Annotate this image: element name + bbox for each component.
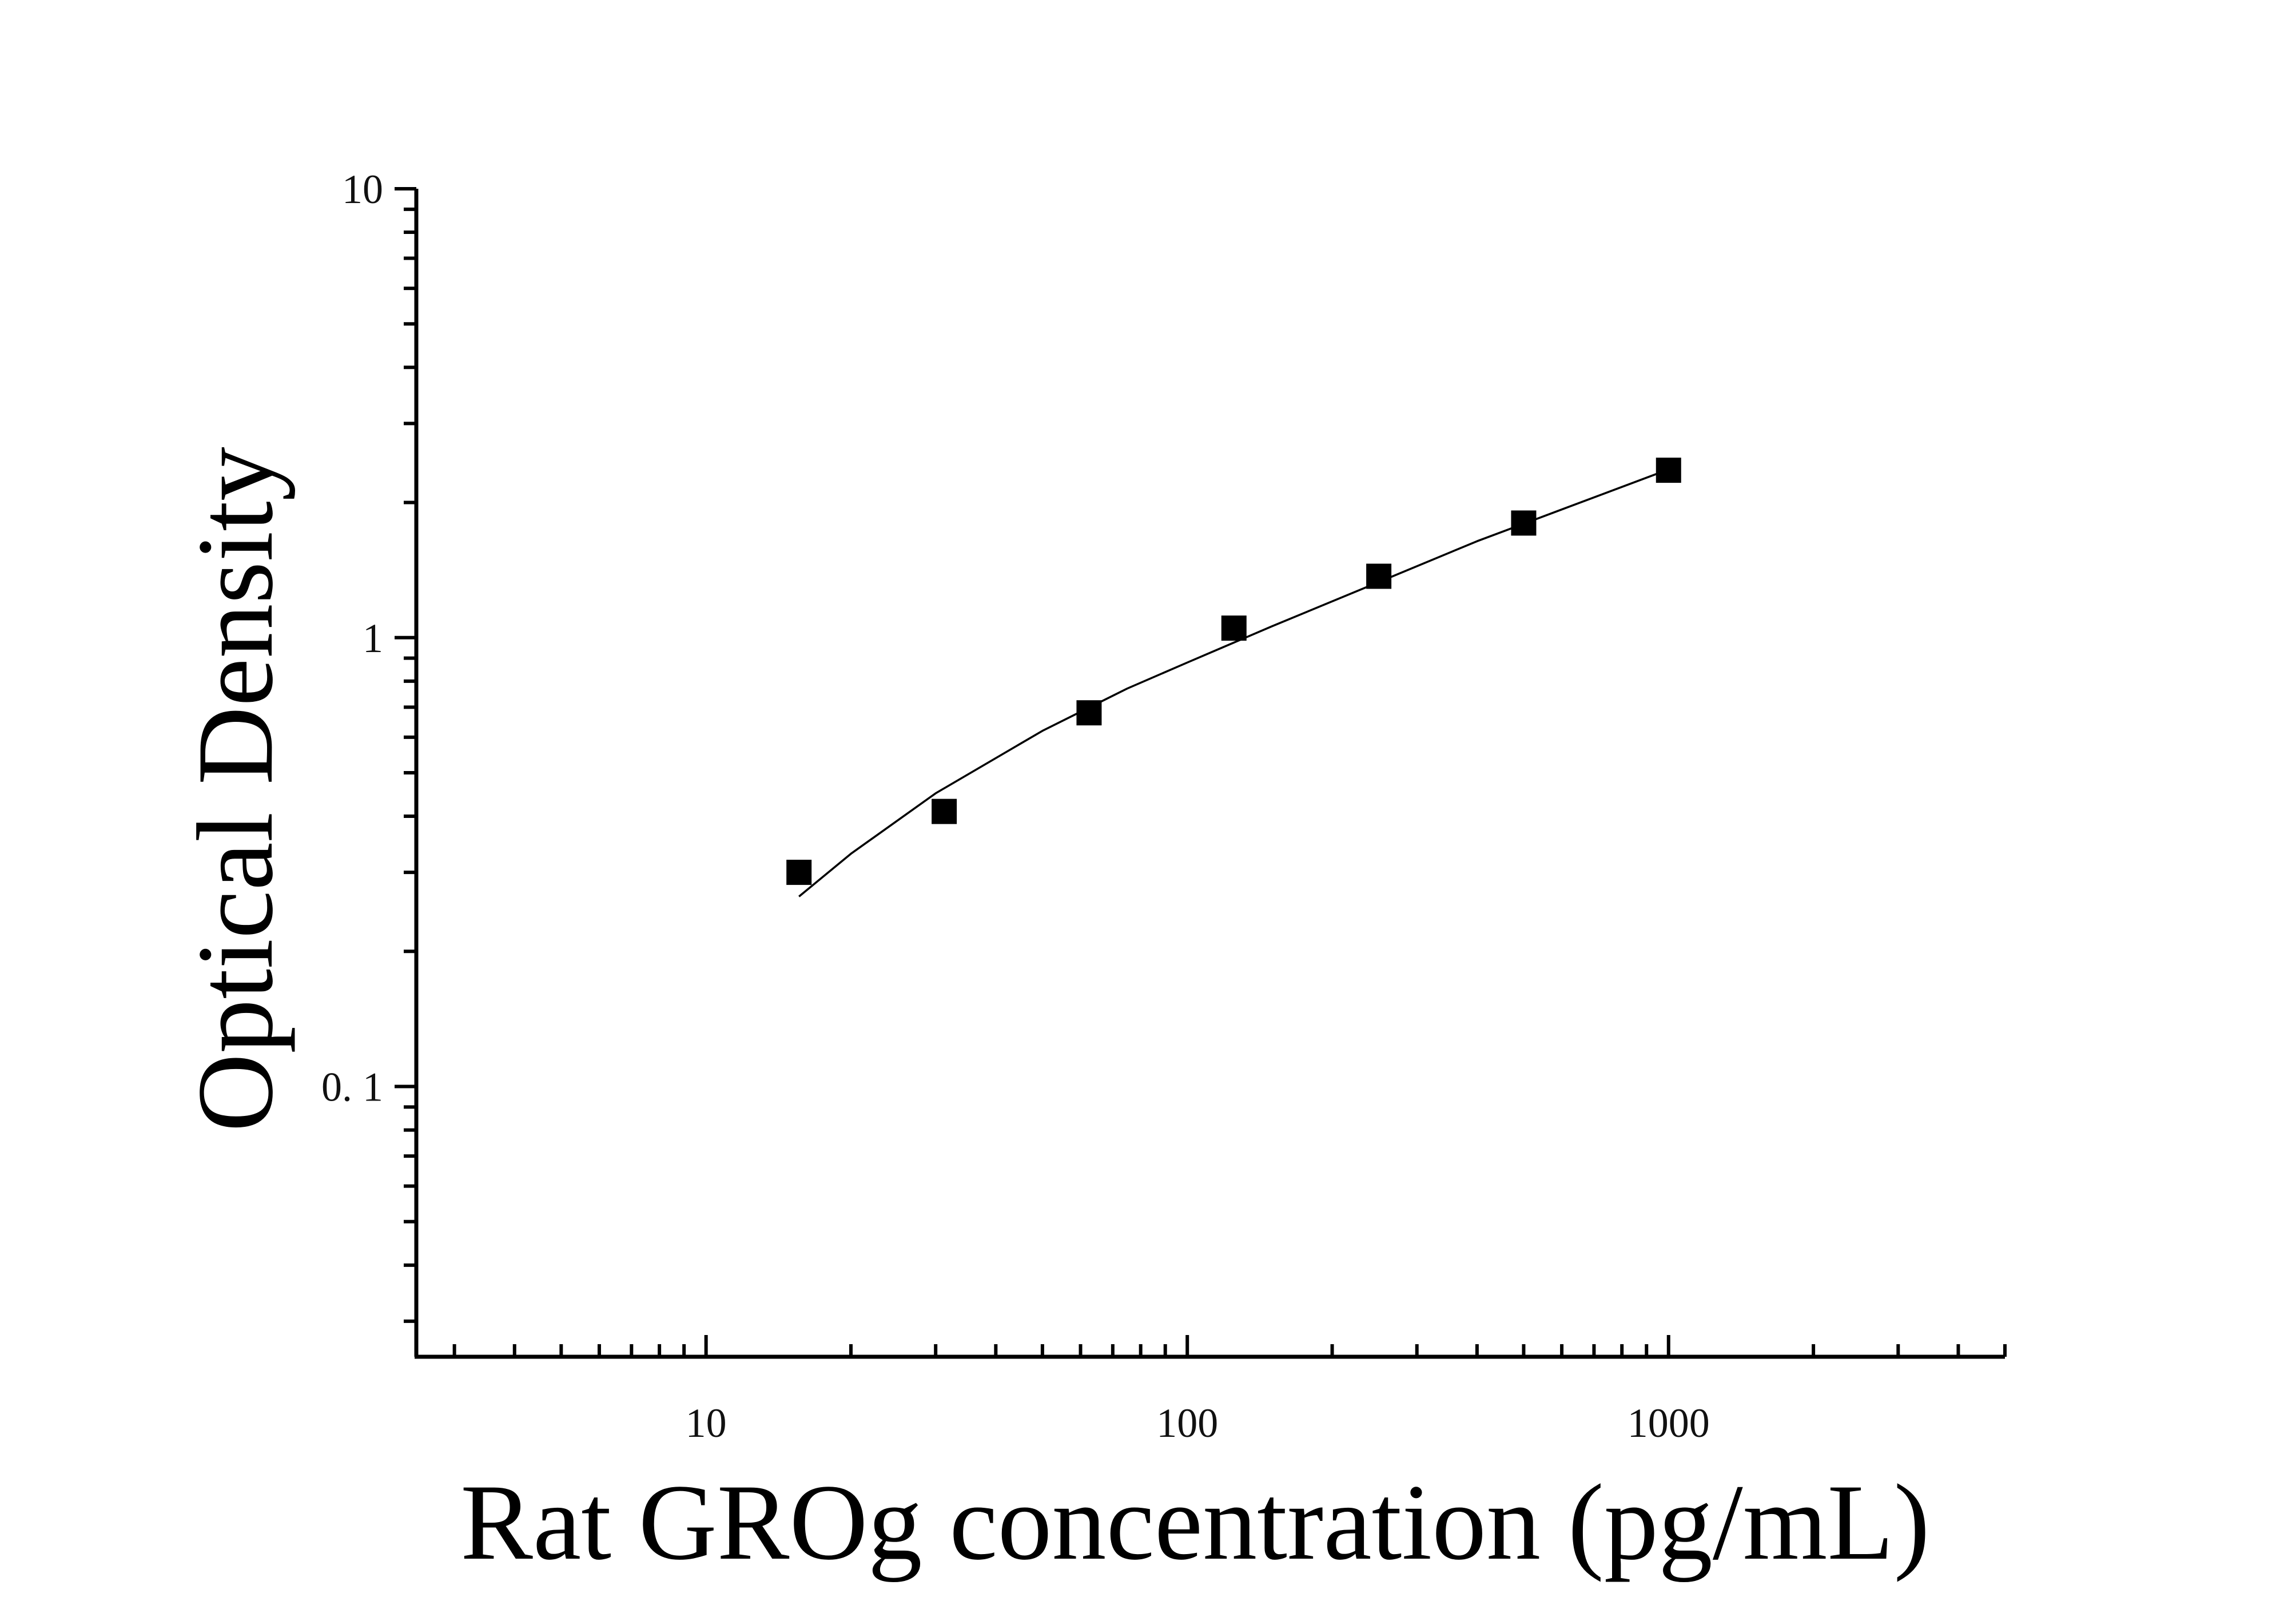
fit-curve <box>798 468 1669 897</box>
data-point <box>786 860 812 885</box>
y-tick-label: 10 <box>342 166 383 212</box>
x-tick-label: 10 <box>686 1400 727 1446</box>
y-axis-title: Optical Density <box>176 447 296 1132</box>
data-point <box>1511 510 1537 536</box>
x-tick-label: 100 <box>1156 1400 1218 1446</box>
data-point <box>932 798 957 824</box>
x-axis: 10 100 1000 <box>415 1335 2007 1446</box>
y-axis: 0. 1 1 10 <box>321 166 419 1357</box>
y-tick-label: 1 <box>363 615 383 661</box>
data-point <box>1221 615 1247 641</box>
data-point <box>1076 700 1102 726</box>
data-point <box>1656 458 1681 483</box>
x-tick-label: 1000 <box>1628 1400 1710 1446</box>
y-tick-label: 0. 1 <box>321 1064 383 1110</box>
data-point <box>1366 563 1392 589</box>
plot-series <box>786 458 1681 897</box>
x-axis-title: Rat GROg concentration (pg/mL) <box>460 1463 1930 1583</box>
